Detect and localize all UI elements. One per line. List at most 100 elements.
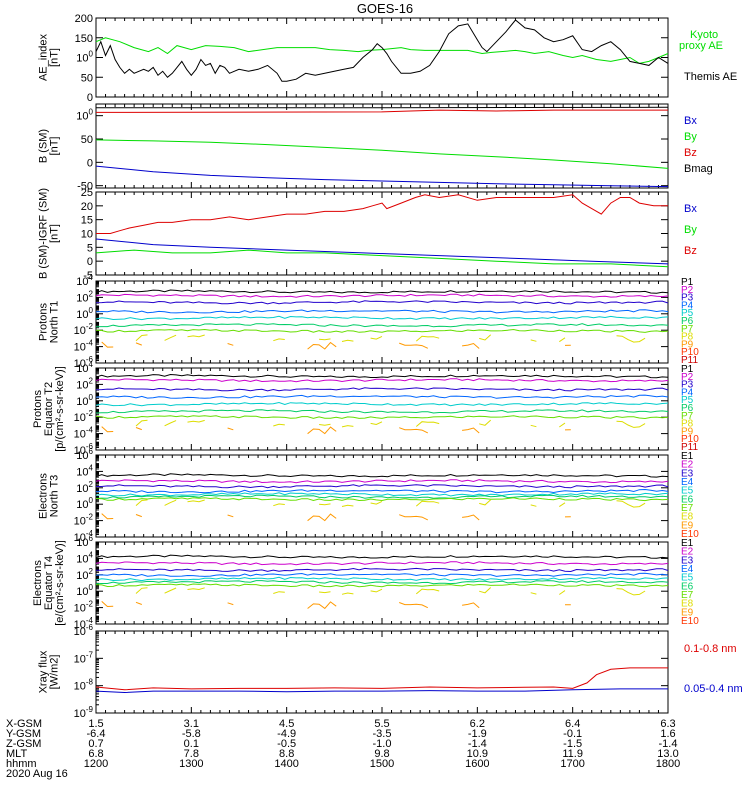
y-tick-label: 10-2 [74, 322, 94, 337]
ephemeris-value: -5.8 [182, 728, 201, 740]
channel-trace-9 [462, 342, 480, 349]
y-tick-label: 106 [76, 534, 93, 549]
ephemeris-row-label: Y-GSM [6, 728, 41, 740]
legend-p11: P11 [681, 355, 698, 366]
channel-trace-9 [227, 427, 234, 431]
channel-trace-8 [616, 500, 646, 508]
channel-trace-7 [95, 415, 669, 420]
channel-trace-8 [135, 587, 148, 594]
ephemeris-row-label: hhmm [6, 758, 37, 770]
channel-trace-9 [399, 342, 429, 349]
legend-kyoto: Kyoto [690, 29, 718, 41]
y-tick-label: 10-9 [74, 705, 94, 720]
y-tick-label: 25 [81, 187, 93, 199]
channel-trace-8 [479, 419, 492, 426]
panel-bigrf: -5 0 510 15 20 25 B (SM)-IGRF (SM) [nT] Bx By Bz [38, 187, 698, 282]
channel-trace-5 [95, 576, 669, 582]
channel-trace-8 [273, 503, 285, 507]
ephemeris-value: 13.0 [657, 748, 678, 760]
legend-p6: P6 [681, 316, 694, 327]
legend-e7: E7 [681, 590, 694, 601]
series-0-1-0-8-nm [95, 667, 668, 691]
channel-trace-3 [95, 387, 669, 392]
ephemeris-value: 6.8 [88, 748, 103, 760]
y-tick-label: 10-6 [74, 623, 94, 638]
channel-trace-9 [135, 514, 142, 518]
legend-p9: P9 [681, 426, 694, 437]
channel-trace-3 [96, 484, 669, 489]
channel-trace-9 [135, 601, 142, 605]
y-tick-label: 102 [76, 376, 93, 391]
channel-trace-9 [135, 427, 142, 431]
channel-trace-8 [164, 420, 177, 427]
channel-trace-8 [341, 339, 354, 342]
ephemeris-value: 9.8 [374, 748, 389, 760]
legend-p4: P4 [681, 300, 694, 311]
series-bx [95, 238, 669, 265]
channel-trace-3 [95, 300, 669, 305]
ephemeris-value: -1.4 [468, 738, 487, 750]
channel-trace-9 [101, 426, 114, 433]
y-tick-label: 50 [81, 134, 93, 146]
channel-trace-9 [101, 601, 114, 608]
y-axis-label: Equator T4 [43, 556, 55, 610]
channel-trace-1 [95, 289, 669, 294]
channel-trace-9 [101, 513, 114, 520]
channel-trace-6 [95, 580, 669, 585]
channel-trace-9 [227, 343, 234, 346]
legend-0-1-0-8-nm: 0.1-0.8 nm [684, 643, 737, 655]
y-tick-label: -50 [77, 181, 93, 193]
y-tick-label: 10-6 [74, 442, 94, 457]
y-tick-label: 100 [76, 50, 93, 65]
legend-0-05-0-4-nm: 0.05-0.4 nm [684, 683, 743, 695]
series-bz [96, 194, 668, 234]
panel-xray: 10-9 10-8 10-7 10-6 Xray flux [W/m2] 0.1-0.8 n… [38, 623, 743, 720]
channel-trace-8 [341, 592, 354, 595]
channel-trace-8 [319, 423, 331, 426]
legend-bx: Bx [684, 203, 697, 215]
channel-trace-8 [616, 588, 646, 596]
y-tick-label: 106 [76, 447, 93, 462]
y-tick-label: 104 [76, 463, 93, 478]
channel-trace-1 [95, 373, 669, 379]
series-by [95, 249, 669, 268]
ephemeris-value: -6.4 [87, 728, 106, 740]
channel-trace-8 [415, 500, 440, 507]
legend-e5: E5 [681, 486, 694, 497]
ephemeris-value: -1.0 [373, 738, 392, 750]
channel-trace-6 [95, 323, 669, 328]
legend-p1: P1 [681, 277, 694, 288]
series-kyoto-proxy-ae [95, 37, 669, 64]
ephemeris-value: 10.9 [467, 748, 488, 760]
channel-trace-8 [319, 338, 331, 341]
ephemeris-value: 1.6 [660, 728, 675, 740]
channel-trace-8 [530, 592, 537, 595]
y-tick-label: 0 [87, 157, 93, 169]
channel-trace-9 [399, 427, 429, 434]
y-tick-label: 50 [81, 72, 93, 84]
channel-trace-8 [559, 337, 566, 343]
legend-bmag: Bmag [684, 163, 713, 175]
ephemeris-value: 1700 [560, 758, 584, 770]
series-bz [95, 109, 668, 113]
y-tick-label: 10-7 [74, 650, 94, 665]
y-tick-label: 5 [87, 242, 93, 254]
y-axis-label: North T1 [49, 301, 61, 344]
channel-trace-9 [307, 426, 337, 435]
y-axis-label: [nT] [49, 224, 61, 243]
ephemeris-value: 0.1 [184, 738, 199, 750]
ephemeris-value: 11.9 [562, 748, 583, 760]
channel-trace-9 [307, 513, 337, 522]
channel-trace-8 [479, 499, 492, 506]
y-tick-label: 0 [87, 92, 93, 104]
y-tick-label: 104 [76, 360, 93, 375]
channel-trace-8 [479, 587, 492, 594]
channel-trace-8 [187, 587, 205, 591]
y-tick-label: 10-2 [74, 600, 94, 615]
channel-trace-9 [399, 602, 429, 609]
legend-e8: E8 [681, 512, 694, 523]
ephemeris-value: 1800 [656, 758, 680, 770]
